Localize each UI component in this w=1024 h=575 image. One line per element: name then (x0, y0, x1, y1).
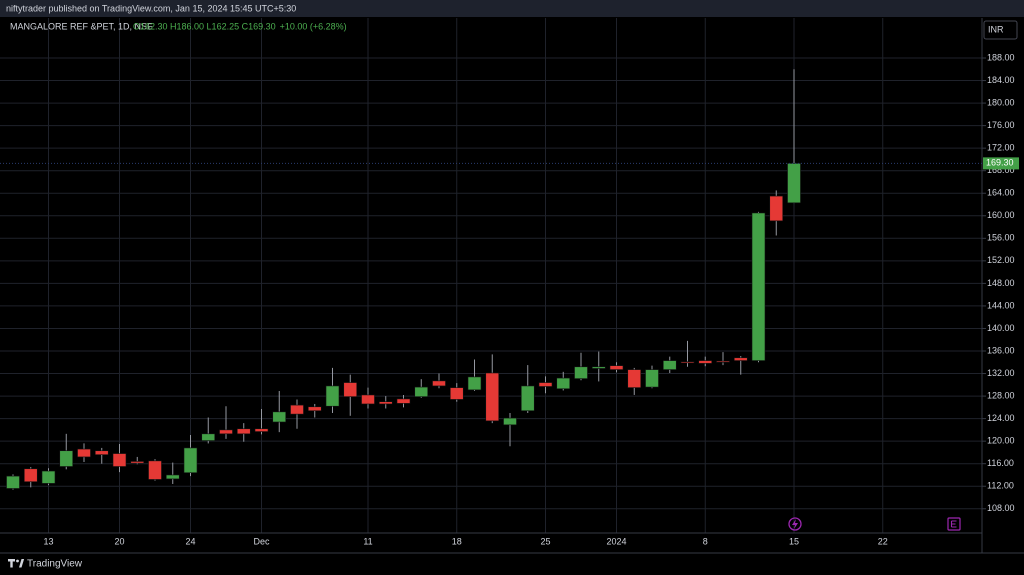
candle-body (662, 360, 677, 370)
candle-body (716, 360, 730, 363)
candle-body (609, 365, 624, 370)
candle-body (59, 450, 74, 467)
y-tick-label: 136.00 (987, 345, 1015, 355)
candle-body (77, 448, 91, 458)
x-tick-label: 22 (878, 536, 888, 546)
candle-body (449, 387, 464, 400)
x-tick-label: 15 (789, 536, 799, 546)
candle-body (556, 377, 571, 390)
published-text: niftytrader published on TradingView.com… (6, 3, 296, 13)
candle-body (130, 461, 145, 464)
candle-body (751, 212, 766, 361)
candle-body (236, 428, 251, 435)
y-tick-label: 176.00 (987, 120, 1015, 130)
candle-body (6, 475, 20, 489)
x-tick-label: 13 (43, 536, 53, 546)
candle-body (645, 369, 659, 388)
candle-body (574, 366, 588, 379)
y-tick-label: 128.00 (987, 390, 1015, 400)
y-tick-label: 184.00 (987, 75, 1015, 85)
y-tick-label: 132.00 (987, 368, 1015, 378)
x-tick-label: 2024 (606, 536, 626, 546)
y-tick-label: 140.00 (987, 323, 1015, 333)
candle-body (41, 470, 56, 484)
candles (6, 69, 801, 490)
symbol-title: MANGALORE REF &PET, 1D, NSE (10, 21, 153, 31)
y-tick-label: 180.00 (987, 97, 1015, 107)
candle-body (538, 382, 553, 387)
candle-body (23, 468, 38, 483)
candle-body (378, 401, 393, 405)
y-tick-label: 160.00 (987, 210, 1015, 220)
currency[interactable]: INR (988, 24, 1004, 34)
earnings-icon[interactable] (947, 517, 961, 531)
candle-body (165, 474, 180, 480)
last-price-label: 169.30 (986, 158, 1014, 168)
ohlc-text: O162.30 H186.00 L162.25 C169.30 (133, 21, 276, 31)
x-tick-label: 24 (185, 536, 195, 546)
y-tick-label: 164.00 (987, 188, 1015, 198)
candle-body (769, 195, 784, 222)
candle-body (733, 357, 748, 361)
tradingview-logo (8, 559, 25, 568)
candle-body (112, 453, 127, 467)
candle-body (290, 404, 304, 415)
change-text: +10.00 (+6.28%) (280, 21, 347, 31)
candle-body (272, 411, 287, 423)
event-icon[interactable] (788, 517, 802, 531)
y-tick-label: 144.00 (987, 300, 1015, 310)
y-tick-label: 172.00 (987, 143, 1015, 153)
x-tick-label: 25 (540, 536, 550, 546)
y-tick-label: 168.00 (987, 165, 1015, 175)
y-tick-label: 156.00 (987, 233, 1015, 243)
candle-body (503, 417, 517, 426)
y-tick-label: 188.00 (987, 52, 1015, 62)
candle-body (520, 385, 535, 412)
y-tick-label: 108.00 (987, 503, 1015, 513)
x-tick-label: Dec (253, 536, 270, 546)
y-tick-label: 124.00 (987, 413, 1015, 423)
candle-body (254, 428, 269, 432)
candle-body (325, 385, 340, 407)
x-tick-label: 11 (363, 536, 372, 546)
candle-body (698, 360, 713, 364)
candle-body (219, 429, 233, 435)
y-tick-label: 112.00 (987, 481, 1014, 491)
candle-body (787, 163, 801, 204)
y-tick-label: 120.00 (987, 436, 1015, 446)
candle-body (183, 447, 198, 474)
candle-body (201, 433, 216, 441)
candle-body (361, 394, 375, 405)
y-tick-label: 148.00 (987, 278, 1015, 288)
currency-box[interactable] (983, 20, 1018, 40)
x-tick-label: 8 (703, 536, 708, 546)
candle-body (396, 398, 411, 404)
last-price-box (983, 157, 1019, 170)
candle-body (414, 386, 429, 397)
candle-body (485, 372, 500, 422)
candle-body (148, 460, 162, 480)
y-tick-label: 152.00 (987, 255, 1015, 265)
candle-body (591, 366, 606, 369)
candle-body (307, 406, 322, 412)
y-tick-label: 116.00 (987, 458, 1014, 468)
candle-body (627, 369, 642, 388)
x-tick-label: 20 (114, 536, 124, 546)
x-tick-label: 18 (452, 536, 462, 546)
candle-body (94, 450, 109, 455)
candle-body (343, 382, 358, 397)
candle-body (680, 361, 695, 364)
candle-body (432, 380, 446, 387)
header-bar (0, 0, 1024, 17)
candle-body (467, 376, 482, 391)
footer-brand: TradingView (27, 559, 83, 570)
